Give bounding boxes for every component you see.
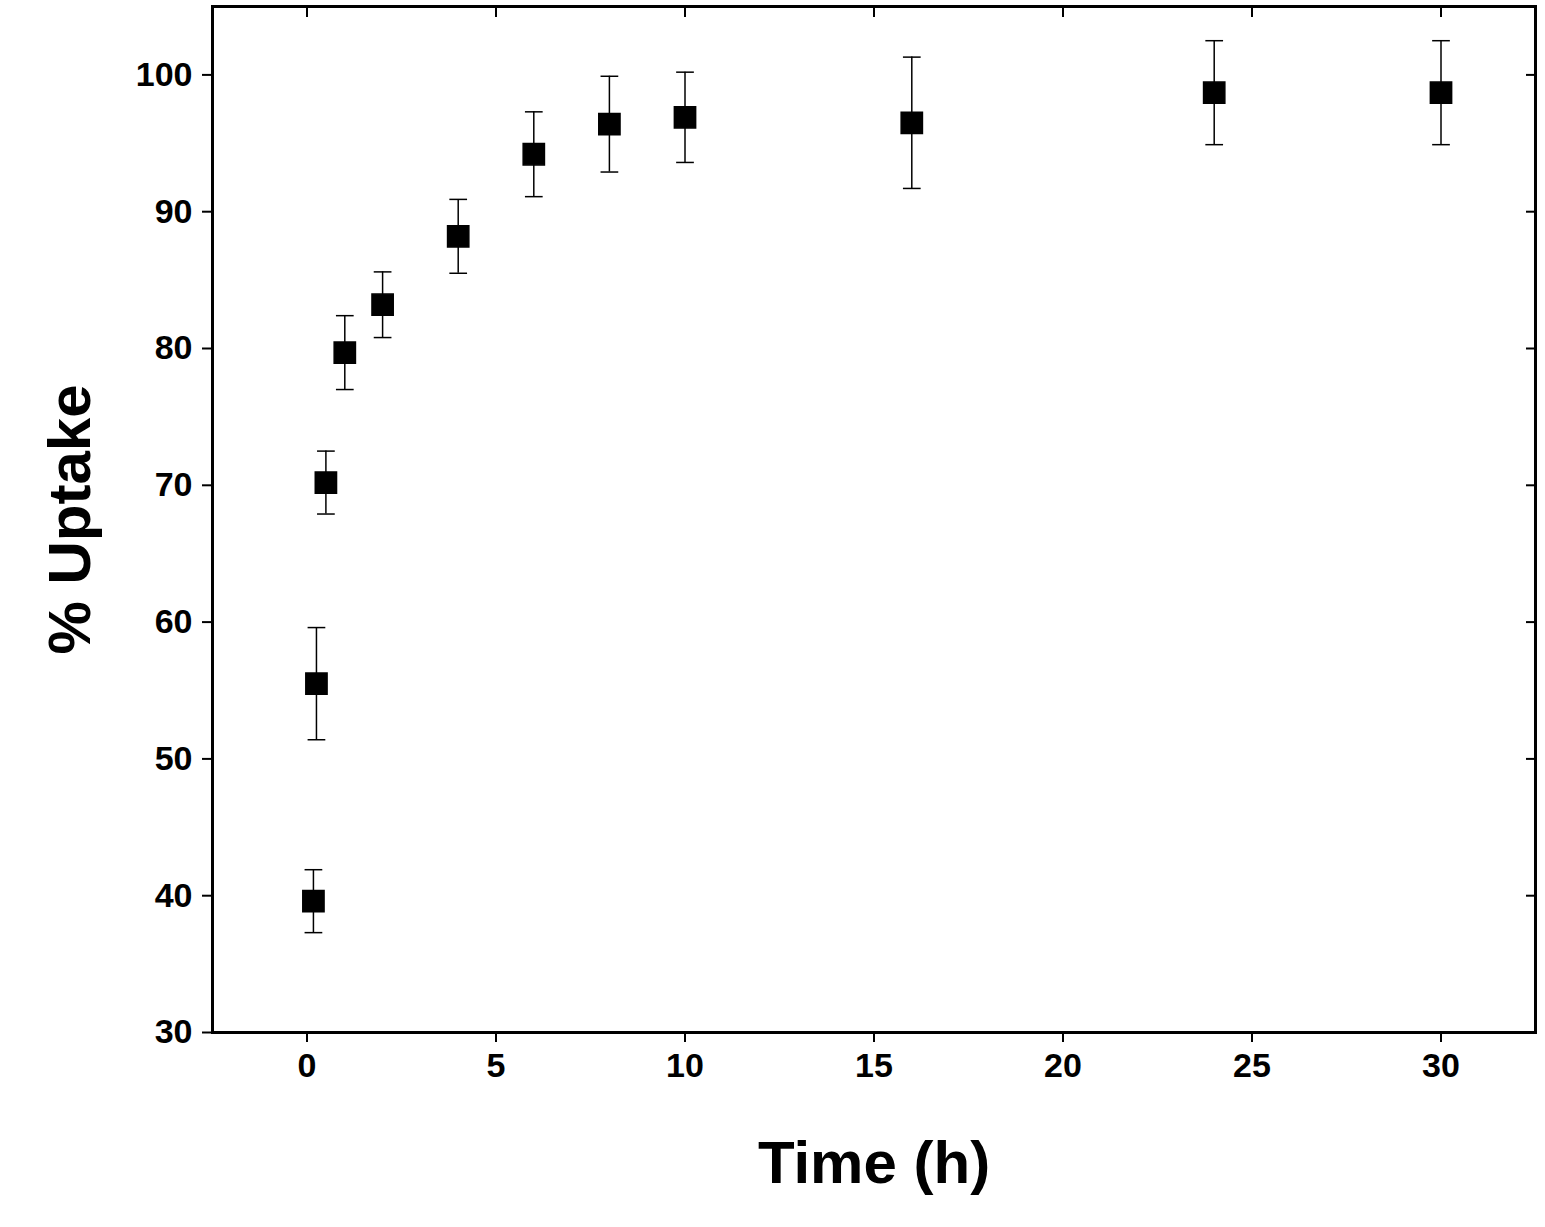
svg-text:Time (h): Time (h) bbox=[758, 1129, 990, 1196]
svg-text:80: 80 bbox=[155, 328, 193, 366]
svg-text:15: 15 bbox=[855, 1046, 893, 1084]
svg-text:90: 90 bbox=[155, 192, 193, 230]
svg-text:30: 30 bbox=[155, 1012, 193, 1050]
svg-text:5: 5 bbox=[487, 1046, 506, 1084]
svg-text:40: 40 bbox=[155, 876, 193, 914]
svg-text:25: 25 bbox=[1233, 1046, 1271, 1084]
svg-text:30: 30 bbox=[1422, 1046, 1460, 1084]
svg-text:0: 0 bbox=[298, 1046, 317, 1084]
svg-text:% Uptake: % Uptake bbox=[36, 384, 103, 654]
svg-text:100: 100 bbox=[136, 55, 193, 93]
svg-text:60: 60 bbox=[155, 602, 193, 640]
svg-text:70: 70 bbox=[155, 465, 193, 503]
svg-text:10: 10 bbox=[666, 1046, 704, 1084]
svg-text:50: 50 bbox=[155, 739, 193, 777]
svg-text:20: 20 bbox=[1044, 1046, 1082, 1084]
